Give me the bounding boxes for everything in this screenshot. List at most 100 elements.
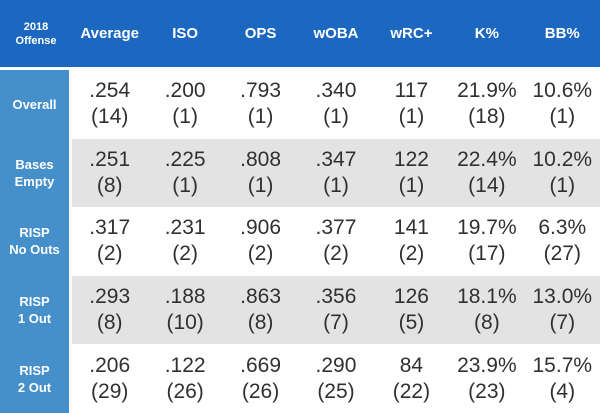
- row-label-line: RISP: [19, 225, 50, 241]
- row-label-line: 2 Out: [17, 379, 52, 395]
- cell-value: 19.7%: [457, 216, 517, 240]
- cell-value: .290: [315, 353, 357, 377]
- data-cell: .188 (10): [147, 275, 223, 345]
- data-cell: .122 (26): [147, 344, 223, 413]
- cell-value: 84: [399, 353, 424, 377]
- row-label: RISP 1 Out: [0, 275, 72, 345]
- data-cell: 6.3% (27): [524, 207, 600, 276]
- data-cell: .340 (1): [298, 70, 374, 139]
- cell-rank: (26): [241, 379, 280, 403]
- cell-value: 126: [393, 285, 429, 309]
- row-label-line: Overall: [12, 96, 57, 112]
- cell-value: .231: [164, 216, 206, 240]
- cell-value: .293: [89, 285, 131, 309]
- cell-rank: (1): [323, 173, 349, 197]
- data-cell: .356 (7): [298, 275, 374, 345]
- cell-rank: (18): [468, 105, 506, 129]
- table-body: Overall .254 (14) .200 (1) .793 (1) .340 (1) 117(…: [0, 70, 600, 413]
- cell-value: 13.0%: [532, 285, 593, 309]
- table-corner-label: 2018 Offense: [0, 20, 72, 48]
- column-header-kpct: K%: [474, 25, 499, 42]
- cell-value: .188: [164, 285, 206, 309]
- cell-value: 21.9%: [457, 79, 517, 103]
- row-label-line: RISP: [19, 294, 50, 310]
- data-cell: 126 (5): [373, 275, 450, 345]
- table-row: Bases Empty .251 (8) .225 (1) .808 (1) .347 (1) 12…: [0, 138, 600, 208]
- data-cell: .347 (1): [298, 138, 374, 208]
- cell-rank: (4): [549, 379, 576, 403]
- column-header-average: Average: [80, 25, 140, 42]
- cell-rank: (2): [96, 242, 123, 266]
- data-cell: .377 (2): [298, 207, 374, 276]
- cell-value: 6.3%: [538, 216, 587, 240]
- cell-value: 15.7%: [532, 353, 593, 377]
- cell-rank: (22): [392, 379, 431, 403]
- data-cell: .808 (1): [222, 138, 299, 208]
- cell-rank: (29): [91, 379, 129, 403]
- column-header-woba: wOBA: [313, 25, 359, 42]
- table-row: RISP 1 Out .293 (8) .188 (10) .863 (8) .356 (7) 12…: [0, 275, 600, 345]
- cell-rank: (2): [172, 242, 198, 266]
- cell-value: 18.1%: [457, 285, 517, 309]
- cell-rank: (8): [247, 311, 274, 335]
- cell-value: .356: [315, 285, 357, 309]
- data-cell: .231 (2): [147, 207, 223, 276]
- cell-rank: (1): [247, 173, 274, 197]
- column-header-bbpct: BB%: [544, 25, 580, 42]
- corner-line-2: Offense: [15, 34, 57, 47]
- data-cell: .669 (26): [222, 344, 299, 413]
- data-cell: .793 (1): [222, 70, 299, 139]
- cell-value: 10.6%: [532, 79, 593, 103]
- row-label-line: Empty: [14, 173, 55, 189]
- cell-rank: (26): [166, 379, 204, 403]
- cell-rank: (7): [323, 311, 349, 335]
- cell-rank: (2): [398, 242, 425, 266]
- data-cell: 18.1% (8): [449, 275, 525, 345]
- cell-value: .377: [315, 216, 357, 240]
- table-header-row: 2018 Offense Average ISO OPS wOBA wRC+ K…: [0, 0, 600, 67]
- data-cell: .863 (8): [222, 275, 299, 345]
- data-cell: 23.9% (23): [449, 344, 525, 413]
- data-cell: 15.7% (4): [524, 344, 600, 413]
- cell-rank: (14): [91, 105, 129, 129]
- data-cell: 19.7% (17): [449, 207, 525, 276]
- data-cell: .251 (8): [72, 138, 148, 208]
- cell-value: .347: [315, 147, 357, 171]
- cell-value: .793: [240, 79, 281, 103]
- data-cell: 117 (1): [373, 70, 450, 139]
- cell-value: .206: [89, 353, 131, 377]
- cell-value: .200: [164, 79, 206, 103]
- cell-rank: (1): [398, 105, 425, 129]
- cell-rank: (17): [468, 242, 506, 266]
- table-row: RISP 2 Out .206 (29) .122 (26) .669 (26) .290 (25…: [0, 344, 600, 413]
- cell-value: .669: [240, 353, 281, 377]
- cell-value: .317: [89, 216, 131, 240]
- cell-value: 117: [394, 79, 429, 103]
- cell-value: .254: [89, 79, 131, 103]
- cell-rank: (7): [549, 311, 576, 335]
- cell-value: .225: [164, 147, 206, 171]
- cell-value: .808: [240, 147, 281, 171]
- cell-value: .863: [240, 285, 281, 309]
- data-cell: .906 (2): [222, 207, 299, 276]
- cell-rank: (1): [549, 173, 576, 197]
- row-label-line: RISP: [19, 362, 50, 378]
- data-cell: 10.6% (1): [524, 70, 600, 139]
- data-cell: .293 (8): [72, 275, 148, 345]
- data-cell: 122 (1): [373, 138, 450, 208]
- table-row: Overall .254 (14) .200 (1) .793 (1) .340 (1) 117(…: [0, 70, 600, 139]
- data-cell: 22.4% (14): [449, 138, 525, 208]
- data-cell: .206 (29): [72, 344, 148, 413]
- cell-rank: (8): [96, 173, 123, 197]
- cell-rank: (27): [543, 242, 581, 266]
- cell-value: 10.2%: [532, 147, 593, 171]
- data-cell: .254 (14): [72, 70, 148, 139]
- header-separator: [0, 67, 600, 70]
- cell-rank: (14): [468, 173, 506, 197]
- cell-value: 141: [393, 216, 429, 240]
- row-label-line: No Outs: [9, 242, 60, 258]
- cell-rank: (2): [323, 242, 349, 266]
- corner-line-1: 2018: [23, 20, 49, 33]
- cell-rank: (1): [398, 173, 425, 197]
- column-header-ops: OPS: [244, 25, 277, 42]
